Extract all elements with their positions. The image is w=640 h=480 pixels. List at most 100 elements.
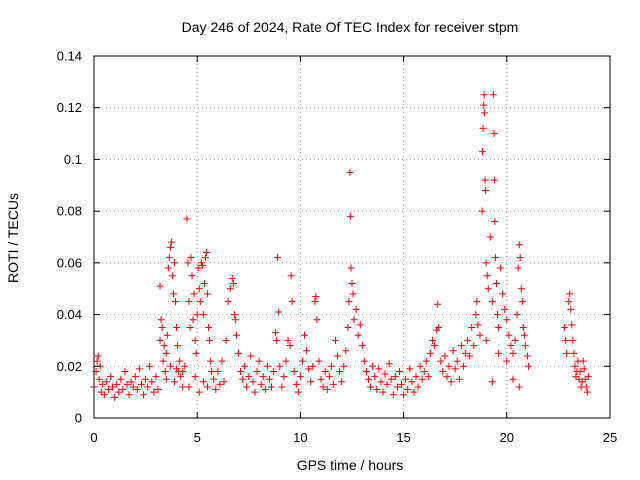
data-point xyxy=(253,367,261,375)
data-point xyxy=(174,342,182,350)
data-point xyxy=(420,367,428,375)
data-point xyxy=(115,388,123,396)
data-point xyxy=(273,336,281,344)
chart-title: Day 246 of 2024, Rate Of TEC Index for r… xyxy=(182,19,519,35)
data-point xyxy=(499,290,507,298)
data-point xyxy=(495,324,503,331)
data-point xyxy=(232,331,240,339)
data-point xyxy=(490,130,498,138)
data-point xyxy=(184,259,192,267)
data-point xyxy=(490,176,498,184)
data-point xyxy=(144,383,152,391)
data-point xyxy=(100,391,108,399)
data-point xyxy=(191,336,199,344)
data-point xyxy=(214,367,222,375)
data-point xyxy=(395,367,403,375)
data-point xyxy=(503,316,511,324)
data-point xyxy=(315,357,323,365)
data-point xyxy=(317,375,325,383)
data-point xyxy=(206,336,214,344)
data-point xyxy=(121,367,129,375)
data-point xyxy=(447,378,455,386)
data-point xyxy=(476,331,484,339)
y-tick-label: 0.08 xyxy=(57,204,82,219)
data-point xyxy=(218,357,226,365)
data-point xyxy=(181,362,189,370)
data-point xyxy=(193,311,201,319)
data-point xyxy=(131,373,139,381)
data-point xyxy=(113,380,121,388)
data-point xyxy=(102,378,110,386)
y-tick-label: 0.02 xyxy=(57,359,82,374)
data-point xyxy=(186,324,194,331)
y-tick-labels: 0 0.02 0.04 0.06 0.08 0.1 0.12 0.14 xyxy=(57,49,82,426)
y-tick-label: 0.04 xyxy=(57,307,82,322)
data-point xyxy=(385,360,393,368)
data-point xyxy=(582,383,590,391)
data-point xyxy=(408,378,416,386)
data-point xyxy=(482,259,490,267)
data-point xyxy=(459,362,467,370)
x-tick-label: 20 xyxy=(500,430,514,445)
data-point xyxy=(412,373,420,381)
data-point xyxy=(331,336,339,344)
data-point xyxy=(367,383,375,391)
data-point xyxy=(513,311,521,319)
data-point xyxy=(406,365,414,373)
data-point xyxy=(464,336,472,344)
data-point xyxy=(431,342,439,350)
data-point xyxy=(509,349,517,357)
data-point xyxy=(570,349,578,357)
data-point xyxy=(391,373,399,381)
data-point xyxy=(137,380,145,388)
data-point xyxy=(311,298,319,306)
data-point xyxy=(142,375,150,383)
data-point xyxy=(321,367,329,375)
data-point xyxy=(348,280,356,288)
data-point xyxy=(245,373,253,381)
data-point xyxy=(473,298,481,306)
data-point xyxy=(156,282,164,290)
data-point xyxy=(478,207,486,215)
data-point xyxy=(373,386,381,394)
data-point xyxy=(349,290,357,298)
data-point xyxy=(284,336,292,344)
data-point xyxy=(482,336,490,344)
y-tick-label: 0.1 xyxy=(64,152,82,167)
data-point xyxy=(561,324,569,331)
data-point xyxy=(294,388,302,396)
data-point xyxy=(158,324,166,331)
data-point xyxy=(462,349,470,357)
data-point xyxy=(449,347,457,355)
data-point xyxy=(393,383,401,391)
x-tick-label: 25 xyxy=(603,430,617,445)
data-point xyxy=(451,365,459,373)
data-point xyxy=(177,373,185,381)
data-point xyxy=(257,380,265,388)
data-point xyxy=(437,357,445,365)
data-point xyxy=(150,388,158,396)
data-point xyxy=(188,272,196,280)
data-point xyxy=(486,233,494,241)
data-point xyxy=(179,383,187,391)
data-point xyxy=(237,367,245,375)
data-point xyxy=(492,280,500,288)
data-point xyxy=(455,375,463,383)
data-point xyxy=(346,168,354,176)
data-point xyxy=(127,378,135,386)
data-point xyxy=(230,311,238,319)
data-point xyxy=(520,331,528,339)
data-point xyxy=(478,148,486,156)
data-point xyxy=(241,362,249,370)
data-point xyxy=(424,373,432,381)
data-point xyxy=(360,357,368,365)
data-point xyxy=(377,378,385,386)
data-point xyxy=(159,357,167,365)
y-tick-label: 0.14 xyxy=(57,49,82,64)
data-point xyxy=(516,254,524,262)
data-point xyxy=(208,367,216,375)
data-point xyxy=(239,375,247,383)
data-point xyxy=(133,386,141,394)
data-point xyxy=(160,342,168,350)
data-point xyxy=(336,367,344,375)
